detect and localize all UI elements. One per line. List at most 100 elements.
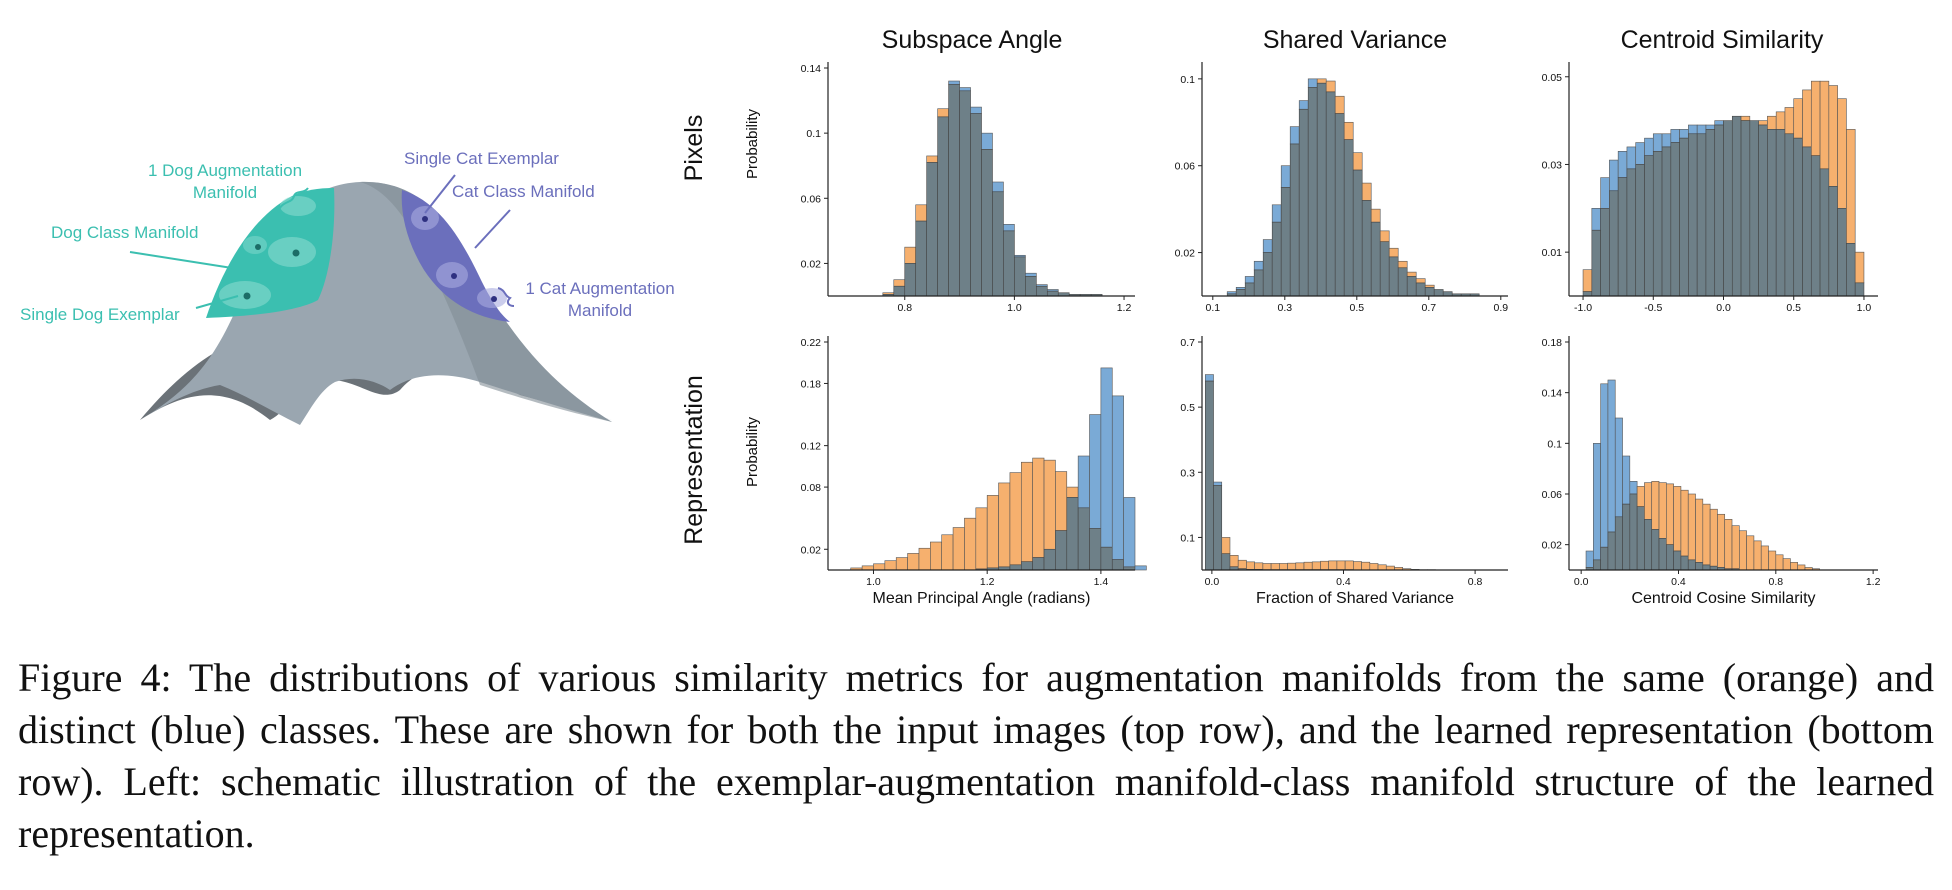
x-tick-label: 1.0: [1007, 302, 1022, 314]
histogram-bar-same: [1336, 560, 1346, 570]
histogram-bar-same: [873, 563, 886, 571]
histogram-bar-overlap: [970, 113, 982, 297]
histogram-bar-overlap: [1361, 200, 1372, 297]
histogram-bar-distinct: [1003, 224, 1015, 232]
histogram-bar-same: [893, 279, 906, 287]
histogram-bar-same: [1644, 482, 1653, 520]
y-tick-label: 0.18: [1542, 337, 1563, 349]
figure-caption: Figure 4: The distributions of various s…: [18, 655, 1934, 856]
histogram-bar-distinct: [1253, 260, 1264, 271]
histogram-bar-same: [1760, 545, 1769, 571]
histogram-bar-overlap: [1793, 137, 1803, 297]
histogram-bar-overlap: [1666, 544, 1674, 571]
histogram-bar-distinct: [1661, 133, 1672, 148]
histogram-bar-overlap: [1442, 291, 1453, 297]
histogram-bar-same: [1254, 562, 1264, 570]
histogram-bar-distinct: [1134, 565, 1147, 571]
histogram-bar-same: [1353, 561, 1362, 571]
histogram-bar-same: [1753, 540, 1762, 571]
histogram-bar-overlap: [1687, 559, 1696, 571]
label-dog-class-manifold: Dog Class Manifold: [51, 223, 198, 242]
histogram-bar-same: [1311, 561, 1321, 570]
dog-exemplar-dot: [243, 292, 251, 300]
histogram-bar-overlap: [1271, 221, 1282, 297]
histogram-bar-same: [1406, 271, 1417, 277]
histogram-bar-overlap: [1036, 285, 1048, 297]
histogram-bar-overlap: [1635, 164, 1645, 297]
histogram-bar-same: [941, 534, 954, 571]
y-tick-label: 0.18: [801, 378, 822, 390]
histogram-bar-same: [1361, 561, 1371, 571]
histogram-bar-overlap: [1307, 87, 1318, 297]
histogram-bar-overlap: [1025, 276, 1037, 297]
y-tick-label: 0.1: [1180, 532, 1195, 544]
histogram-bar-same: [1717, 513, 1726, 568]
histogram-bar-distinct: [1600, 383, 1609, 548]
histogram-bar-overlap: [1433, 289, 1444, 297]
histogram-bar-same: [1020, 461, 1033, 563]
cat-exemplar-pointer: [424, 174, 456, 214]
histogram-bar-same: [1370, 208, 1381, 223]
y-tick-label: 0.02: [801, 544, 822, 556]
histogram-bar-same: [1782, 558, 1791, 571]
x-tick-label: 0.0: [1574, 576, 1589, 588]
y-tick-label: 0.02: [1175, 248, 1196, 260]
histogram-bar-overlap: [1802, 146, 1812, 297]
histogram-bar-overlap: [1723, 120, 1733, 297]
histogram-bar-same: [1424, 284, 1435, 288]
y-tick-label: 0.06: [801, 193, 822, 205]
histogram-bar-overlap: [937, 116, 949, 297]
histogram-bar-same: [1397, 260, 1408, 269]
histogram-bar-distinct: [1591, 208, 1601, 231]
histogram-bar-same: [1828, 85, 1838, 187]
histogram-bar-same: [1709, 508, 1718, 567]
histogram-bar-distinct: [1280, 165, 1291, 188]
histogram-bar-distinct: [959, 87, 971, 92]
histogram-bar-same: [1790, 562, 1799, 571]
histogram-bar-overlap: [1352, 169, 1363, 297]
histogram-bar-distinct: [1123, 497, 1136, 568]
histogram-bar-same: [1651, 481, 1660, 530]
label-cat-augmentation-manifold: 1 Cat Augmentation Manifold: [525, 279, 674, 320]
histogram-bar-same: [1343, 121, 1354, 140]
histogram-bar-overlap: [1582, 291, 1593, 297]
x-axis-label: Mean Principal Angle (radians): [873, 590, 1091, 607]
histogram-bar-overlap: [1609, 190, 1619, 297]
histogram-bar-distinct: [1705, 124, 1716, 130]
x-tick-label: 0.8: [897, 302, 912, 314]
y-tick-label: 0.06: [1175, 161, 1196, 173]
histogram-bar-overlap: [1600, 546, 1609, 571]
histogram-bar-overlap: [1600, 208, 1610, 297]
x-tick-label: 1.0: [866, 576, 881, 588]
label-line: Manifold: [193, 183, 257, 202]
histogram-bar-same: [895, 557, 908, 571]
row-label-representation: Representation: [680, 375, 708, 545]
histogram-bar-same: [1724, 519, 1733, 570]
histogram-bar-same: [998, 482, 1011, 568]
histogram-bar-overlap: [1032, 557, 1045, 571]
histogram-bar-overlap: [915, 220, 927, 297]
histogram-bar-same: [1837, 98, 1847, 209]
histogram-bar-same: [1854, 251, 1865, 284]
histogram-bar-overlap: [1014, 256, 1026, 297]
dog-exemplar-dot: [292, 249, 300, 257]
y-tick-label: 0.06: [1542, 489, 1563, 501]
y-tick-label: 0.22: [801, 337, 822, 349]
histogram-bar-distinct: [1213, 481, 1223, 486]
histogram-bar-same: [930, 541, 943, 571]
histogram-bar-distinct: [981, 132, 993, 150]
histogram-bar-distinct: [1307, 78, 1318, 88]
histogram-bar-overlap: [1658, 538, 1667, 571]
histogram-bar-overlap: [1846, 243, 1856, 297]
histogram-bar-same: [1846, 129, 1856, 244]
histogram-bar-overlap: [1325, 91, 1336, 297]
histogram-bar-same: [1066, 486, 1079, 498]
histogram-bar-same: [1775, 554, 1784, 571]
histogram-bar-distinct: [1025, 272, 1037, 277]
histogram-panel: 0.02 0.06 0.1 0.14 0.8 1.0 1.2: [801, 62, 1135, 314]
x-tick-label: 0.4: [1336, 576, 1351, 588]
histogram-bar-overlap: [1046, 290, 1059, 297]
x-tick-label: 0.7: [1421, 302, 1436, 314]
histogram-bar-same: [1262, 563, 1272, 570]
